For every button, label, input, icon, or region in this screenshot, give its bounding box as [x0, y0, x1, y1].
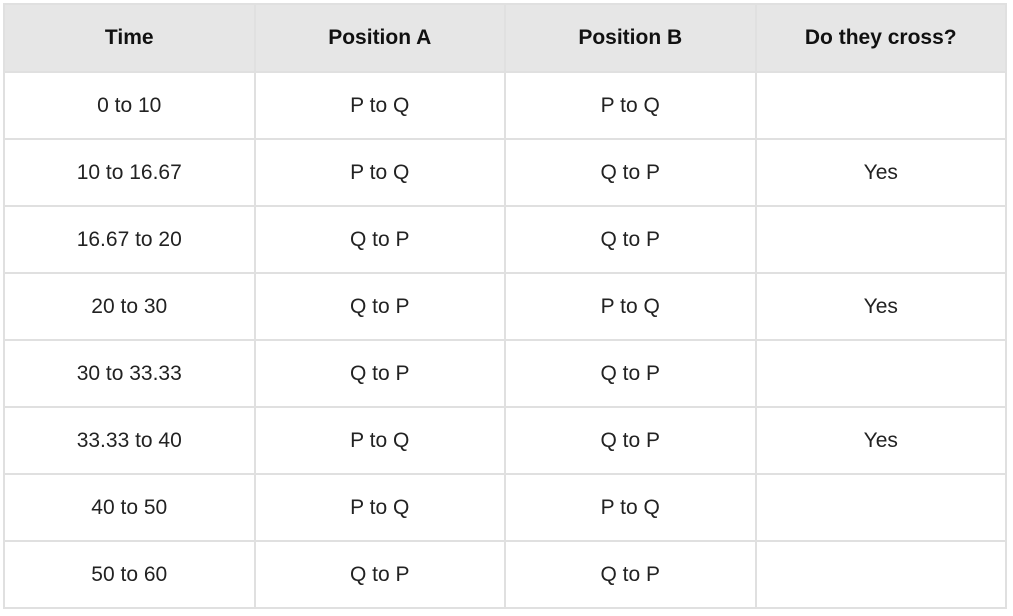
position-a-cell: Q to P	[253, 339, 506, 408]
position-a-cell: P to Q	[253, 473, 506, 542]
time-cell: 40 to 50	[3, 473, 256, 542]
header-row: Time Position A Position B Do they cross…	[3, 3, 1007, 73]
position-b-cell: P to Q	[504, 272, 757, 341]
cross-cell	[754, 473, 1007, 542]
header-cross: Do they cross?	[754, 3, 1007, 73]
header-position-b: Position B	[504, 3, 757, 73]
cross-cell: Yes	[754, 138, 1007, 207]
position-b-cell: Q to P	[504, 339, 757, 408]
time-cell: 50 to 60	[3, 540, 256, 609]
crossing-table: Time Position A Position B Do they cross…	[3, 3, 1007, 609]
time-cell: 33.33 to 40	[3, 406, 256, 475]
time-cell: 30 to 33.33	[3, 339, 256, 408]
position-b-cell: Q to P	[504, 205, 757, 274]
time-cell: 0 to 10	[3, 71, 256, 140]
header-time: Time	[3, 3, 256, 73]
time-cell: 16.67 to 20	[3, 205, 256, 274]
position-b-cell: P to Q	[504, 473, 757, 542]
cross-cell	[754, 205, 1007, 274]
position-b-cell: Q to P	[504, 138, 757, 207]
position-a-cell: P to Q	[253, 71, 506, 140]
position-a-cell: Q to P	[253, 540, 506, 609]
position-b-cell: P to Q	[504, 71, 757, 140]
position-a-cell: Q to P	[253, 272, 506, 341]
header-position-a: Position A	[253, 3, 506, 73]
position-b-cell: Q to P	[504, 406, 757, 475]
cross-cell: Yes	[754, 406, 1007, 475]
position-b-cell: Q to P	[504, 540, 757, 609]
time-cell: 10 to 16.67	[3, 138, 256, 207]
cross-cell: Yes	[754, 272, 1007, 341]
time-cell: 20 to 30	[3, 272, 256, 341]
position-a-cell: P to Q	[253, 138, 506, 207]
cross-cell	[754, 71, 1007, 140]
cross-cell	[754, 540, 1007, 609]
cross-cell	[754, 339, 1007, 408]
position-a-cell: Q to P	[253, 205, 506, 274]
position-a-cell: P to Q	[253, 406, 506, 475]
